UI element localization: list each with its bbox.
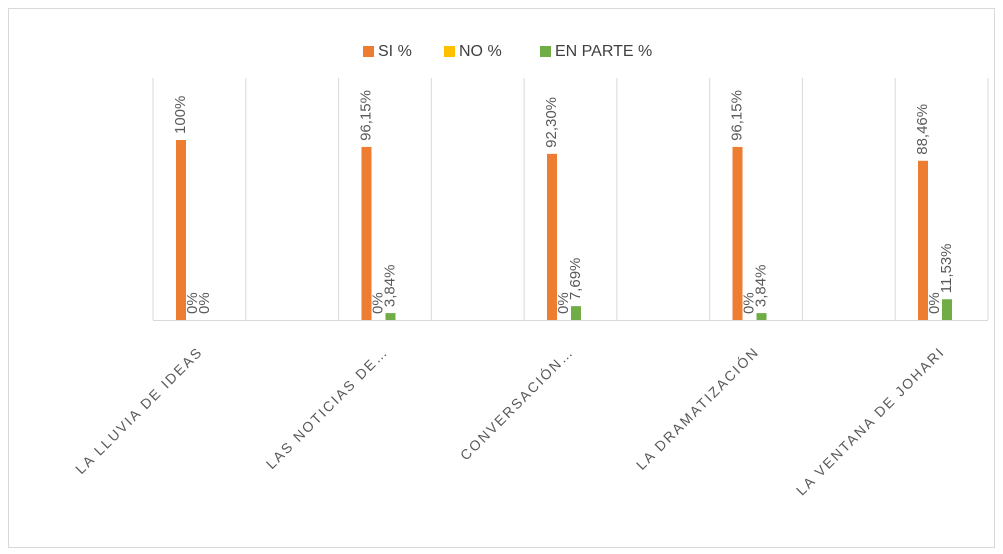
value-label: 3,84%	[381, 265, 398, 308]
bar	[385, 313, 396, 320]
value-label: 0%	[926, 292, 943, 314]
legend-swatch	[444, 46, 455, 57]
bar	[756, 313, 767, 320]
legend-label: NO %	[459, 43, 502, 60]
value-label: 0%	[369, 292, 386, 314]
value-label: 7,69%	[567, 258, 584, 301]
value-label: 11,53%	[938, 243, 955, 293]
value-label: 0%	[184, 292, 201, 314]
legend-swatch	[363, 46, 374, 57]
bar	[571, 306, 581, 320]
chart-border	[8, 8, 995, 548]
bar	[176, 140, 186, 320]
bar	[918, 160, 928, 320]
value-label: 92,30%	[543, 97, 560, 148]
value-label: 3,84%	[752, 265, 769, 308]
bar	[361, 146, 372, 320]
bar	[547, 153, 557, 320]
bar	[942, 299, 952, 320]
value-label: 0%	[740, 292, 757, 314]
value-label: 100%	[172, 96, 189, 134]
legend-label: EN PARTE %	[555, 43, 652, 60]
value-label: 96,15%	[357, 90, 374, 141]
value-label: 0%	[555, 292, 572, 314]
value-label: 96,15%	[728, 90, 745, 141]
legend-label: SI %	[378, 43, 412, 60]
legend-swatch	[540, 46, 551, 57]
bar	[732, 146, 743, 320]
value-label: 88,46%	[914, 104, 931, 155]
value-label: 0%	[196, 292, 213, 314]
